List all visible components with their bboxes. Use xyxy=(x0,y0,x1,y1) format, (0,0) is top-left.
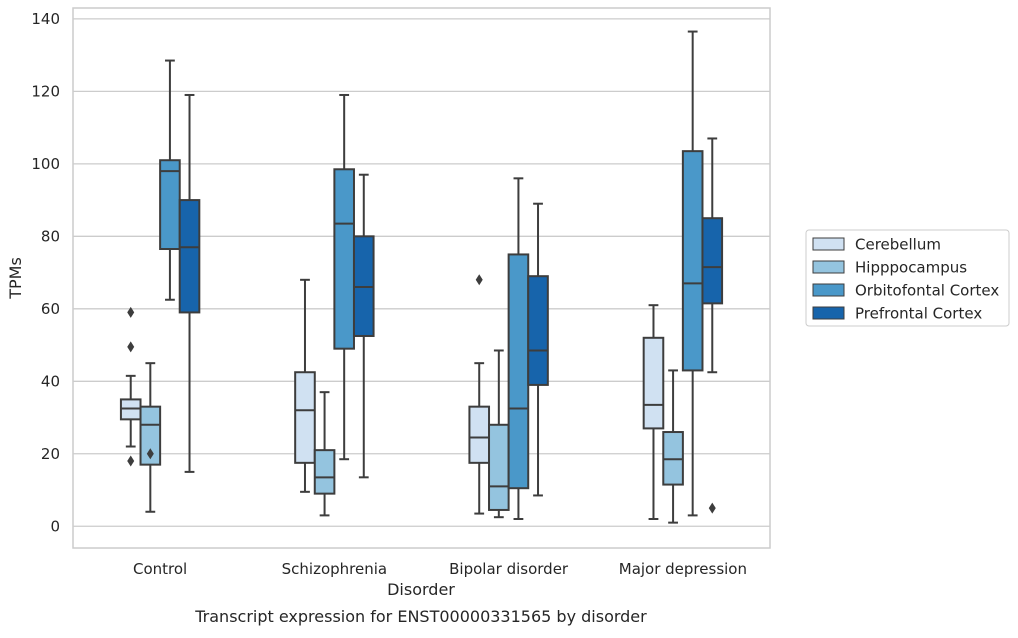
y-axis-label: TPMs xyxy=(6,257,25,300)
box-body xyxy=(139,405,162,466)
legend: Cerebellum Hipppocampus Orbitofontal Corte… xyxy=(805,229,1010,327)
legend-swatch xyxy=(812,306,845,320)
y-tick-labels: 0 20 40 60 80 100 120 140 xyxy=(31,10,60,535)
box-body xyxy=(488,423,510,511)
outlier-point xyxy=(127,306,135,318)
box-body xyxy=(681,150,704,372)
outlier-point xyxy=(475,274,483,286)
box-cerebellum xyxy=(294,278,316,493)
plot-frame xyxy=(72,7,771,549)
box-body xyxy=(159,159,181,251)
x-tick-label: Bipolar disorder xyxy=(449,560,569,578)
legend-swatch xyxy=(812,260,845,274)
box-body xyxy=(178,199,201,314)
box-cerebellum xyxy=(468,274,491,515)
box-cerebellum xyxy=(119,306,142,467)
y-tick-label: 80 xyxy=(41,227,60,245)
box-hipppocampus xyxy=(488,349,510,519)
legend-label: Hipppocampus xyxy=(855,259,967,277)
box-prefrontal-cortex xyxy=(701,137,724,514)
box-hipppocampus xyxy=(662,369,684,524)
box-hipppocampus xyxy=(139,362,162,513)
box-body xyxy=(527,275,549,386)
y-tick-label: 0 xyxy=(50,517,60,535)
box-body xyxy=(313,449,336,495)
chart-caption: Transcript expression for ENST0000033156… xyxy=(194,607,647,626)
x-tick-label: Major depression xyxy=(619,560,747,578)
box-hipppocampus xyxy=(313,391,336,517)
y-tick-label: 140 xyxy=(31,10,60,28)
box-orbitofontal-cortex xyxy=(159,59,181,301)
outlier-point xyxy=(146,448,154,460)
legend-label: Cerebellum xyxy=(855,236,941,254)
box-prefrontal-cortex xyxy=(527,202,549,497)
box-prefrontal-cortex xyxy=(352,173,375,479)
x-tick-labels: Control Schizophrenia Bipolar disorder Majo… xyxy=(133,560,747,578)
y-tick-label: 100 xyxy=(31,155,60,173)
y-tick-label: 20 xyxy=(41,445,60,463)
legend-swatch xyxy=(812,283,845,297)
outlier-point xyxy=(127,341,135,353)
legend-frame xyxy=(805,229,1010,327)
box-body xyxy=(701,217,724,305)
box-body xyxy=(333,168,355,350)
x-tick-label: Schizophrenia xyxy=(282,560,387,578)
box-orbitofontal-cortex xyxy=(681,30,704,517)
box-cerebellum xyxy=(642,304,665,521)
y-tick-label: 40 xyxy=(41,372,60,390)
legend-label: Prefrontal Cortex xyxy=(855,305,982,323)
box-body xyxy=(468,405,491,464)
outlier-point xyxy=(127,455,135,467)
outlier-point xyxy=(708,502,716,514)
legend-swatch xyxy=(812,237,845,251)
y-tick-label: 120 xyxy=(31,82,60,100)
boxes-layer xyxy=(119,30,724,524)
x-tick-label: Control xyxy=(133,560,187,578)
box-body xyxy=(507,253,530,490)
box-prefrontal-cortex xyxy=(178,93,201,473)
box-body xyxy=(294,371,316,464)
y-tick-label: 60 xyxy=(41,300,60,318)
legend-label: Orbitofontal Cortex xyxy=(855,282,999,300)
box-body xyxy=(642,336,665,430)
box-orbitofontal-cortex xyxy=(507,177,530,521)
box-orbitofontal-cortex xyxy=(333,93,355,461)
x-axis-label: Disorder xyxy=(387,580,455,599)
